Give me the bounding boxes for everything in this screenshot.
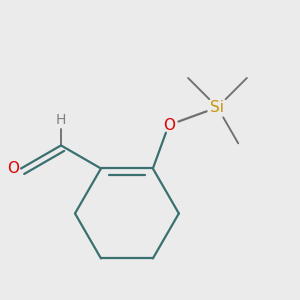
Text: O: O — [7, 161, 19, 176]
Text: H: H — [56, 113, 66, 127]
Text: O: O — [163, 118, 175, 133]
Text: Si: Si — [211, 100, 224, 115]
